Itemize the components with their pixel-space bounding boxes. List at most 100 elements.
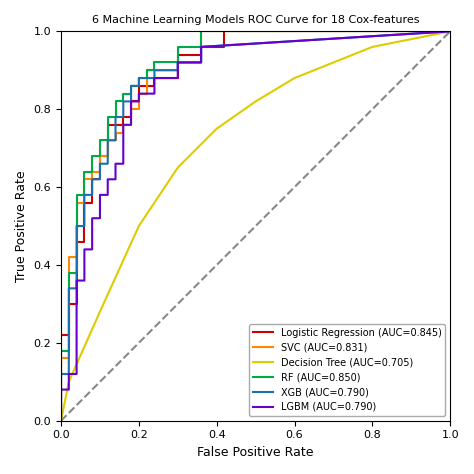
Line: RF (AUC=0.850): RF (AUC=0.850) bbox=[61, 31, 450, 421]
XGB (AUC=0.790) bbox=[82, 223, 87, 229]
LGBM (AUC=0.790) bbox=[113, 176, 118, 182]
XGB (AUC=0.790) bbox=[152, 67, 157, 73]
SVC (AUC=0.831) bbox=[144, 67, 149, 73]
RF (AUC=0.850) bbox=[198, 44, 204, 50]
Decision Tree (AUC=0.705) bbox=[253, 99, 258, 104]
LGBM (AUC=0.790) bbox=[105, 192, 110, 198]
LGBM (AUC=0.790) bbox=[82, 278, 87, 283]
RF (AUC=0.850) bbox=[152, 60, 157, 65]
SVC (AUC=0.831) bbox=[58, 356, 64, 361]
SVC (AUC=0.831) bbox=[113, 137, 118, 143]
LGBM (AUC=0.790) bbox=[128, 122, 134, 128]
RF (AUC=0.850) bbox=[89, 169, 95, 174]
Logistic Regression (AUC=0.845) bbox=[105, 153, 110, 159]
Logistic Regression (AUC=0.845) bbox=[66, 301, 72, 307]
RF (AUC=0.850) bbox=[113, 114, 118, 120]
XGB (AUC=0.790) bbox=[136, 75, 142, 81]
SVC (AUC=0.831) bbox=[136, 91, 142, 97]
LGBM (AUC=0.790) bbox=[58, 418, 64, 424]
X-axis label: False Positive Rate: False Positive Rate bbox=[197, 446, 314, 459]
RF (AUC=0.850) bbox=[58, 348, 64, 354]
Decision Tree (AUC=0.705) bbox=[66, 379, 72, 384]
LGBM (AUC=0.790) bbox=[97, 215, 103, 221]
Logistic Regression (AUC=0.845) bbox=[175, 52, 181, 57]
Logistic Regression (AUC=0.845) bbox=[97, 176, 103, 182]
RF (AUC=0.850) bbox=[128, 91, 134, 97]
Logistic Regression (AUC=0.845) bbox=[136, 99, 142, 104]
SVC (AUC=0.831) bbox=[74, 200, 80, 206]
LGBM (AUC=0.790) bbox=[58, 387, 64, 392]
SVC (AUC=0.831) bbox=[58, 418, 64, 424]
LGBM (AUC=0.790) bbox=[198, 60, 204, 65]
Line: Logistic Regression (AUC=0.845): Logistic Regression (AUC=0.845) bbox=[61, 31, 450, 421]
SVC (AUC=0.831) bbox=[144, 91, 149, 97]
Y-axis label: True Positive Rate: True Positive Rate bbox=[15, 170, 28, 282]
XGB (AUC=0.790) bbox=[175, 60, 181, 65]
RF (AUC=0.850) bbox=[136, 83, 142, 89]
LGBM (AUC=0.790) bbox=[120, 122, 126, 128]
Decision Tree (AUC=0.705) bbox=[447, 28, 453, 34]
SVC (AUC=0.831) bbox=[66, 255, 72, 260]
Logistic Regression (AUC=0.845) bbox=[58, 418, 64, 424]
SVC (AUC=0.831) bbox=[113, 130, 118, 136]
Logistic Regression (AUC=0.845) bbox=[82, 239, 87, 245]
Logistic Regression (AUC=0.845) bbox=[222, 28, 228, 34]
RF (AUC=0.850) bbox=[74, 270, 80, 275]
SVC (AUC=0.831) bbox=[175, 60, 181, 65]
XGB (AUC=0.790) bbox=[105, 137, 110, 143]
Logistic Regression (AUC=0.845) bbox=[152, 83, 157, 89]
SVC (AUC=0.831) bbox=[97, 153, 103, 159]
LGBM (AUC=0.790) bbox=[66, 387, 72, 392]
Decision Tree (AUC=0.705) bbox=[136, 223, 142, 229]
LGBM (AUC=0.790) bbox=[136, 91, 142, 97]
Logistic Regression (AUC=0.845) bbox=[136, 83, 142, 89]
Decision Tree (AUC=0.705) bbox=[214, 126, 219, 131]
SVC (AUC=0.831) bbox=[175, 67, 181, 73]
Decision Tree (AUC=0.705) bbox=[292, 75, 297, 81]
LGBM (AUC=0.790) bbox=[113, 161, 118, 166]
LGBM (AUC=0.790) bbox=[152, 91, 157, 97]
XGB (AUC=0.790) bbox=[97, 176, 103, 182]
SVC (AUC=0.831) bbox=[82, 200, 87, 206]
XGB (AUC=0.790) bbox=[113, 137, 118, 143]
LGBM (AUC=0.790) bbox=[175, 75, 181, 81]
Logistic Regression (AUC=0.845) bbox=[89, 200, 95, 206]
RF (AUC=0.850) bbox=[175, 44, 181, 50]
XGB (AUC=0.790) bbox=[97, 161, 103, 166]
Logistic Regression (AUC=0.845) bbox=[175, 75, 181, 81]
Logistic Regression (AUC=0.845) bbox=[152, 75, 157, 81]
Decision Tree (AUC=0.705) bbox=[409, 36, 414, 42]
XGB (AUC=0.790) bbox=[128, 83, 134, 89]
SVC (AUC=0.831) bbox=[105, 153, 110, 159]
LGBM (AUC=0.790) bbox=[89, 246, 95, 252]
RF (AUC=0.850) bbox=[152, 67, 157, 73]
LGBM (AUC=0.790) bbox=[175, 60, 181, 65]
LGBM (AUC=0.790) bbox=[97, 192, 103, 198]
Decision Tree (AUC=0.705) bbox=[370, 44, 375, 50]
LGBM (AUC=0.790) bbox=[198, 44, 204, 50]
Legend: Logistic Regression (AUC=0.845), SVC (AUC=0.831), Decision Tree (AUC=0.705), RF : Logistic Regression (AUC=0.845), SVC (AU… bbox=[249, 324, 446, 416]
RF (AUC=0.850) bbox=[105, 137, 110, 143]
Logistic Regression (AUC=0.845) bbox=[105, 122, 110, 128]
XGB (AUC=0.790) bbox=[82, 192, 87, 198]
Logistic Regression (AUC=0.845) bbox=[97, 153, 103, 159]
LGBM (AUC=0.790) bbox=[74, 371, 80, 377]
SVC (AUC=0.831) bbox=[198, 28, 204, 34]
SVC (AUC=0.831) bbox=[89, 176, 95, 182]
Logistic Regression (AUC=0.845) bbox=[66, 332, 72, 338]
Logistic Regression (AUC=0.845) bbox=[120, 114, 126, 120]
RF (AUC=0.850) bbox=[97, 153, 103, 159]
Decision Tree (AUC=0.705) bbox=[330, 60, 336, 65]
XGB (AUC=0.790) bbox=[152, 75, 157, 81]
Logistic Regression (AUC=0.845) bbox=[82, 200, 87, 206]
LGBM (AUC=0.790) bbox=[128, 99, 134, 104]
XGB (AUC=0.790) bbox=[136, 83, 142, 89]
Logistic Regression (AUC=0.845) bbox=[89, 176, 95, 182]
SVC (AUC=0.831) bbox=[136, 106, 142, 112]
RF (AUC=0.850) bbox=[58, 418, 64, 424]
XGB (AUC=0.790) bbox=[175, 67, 181, 73]
SVC (AUC=0.831) bbox=[74, 255, 80, 260]
XGB (AUC=0.790) bbox=[89, 176, 95, 182]
SVC (AUC=0.831) bbox=[89, 169, 95, 174]
LGBM (AUC=0.790) bbox=[74, 278, 80, 283]
